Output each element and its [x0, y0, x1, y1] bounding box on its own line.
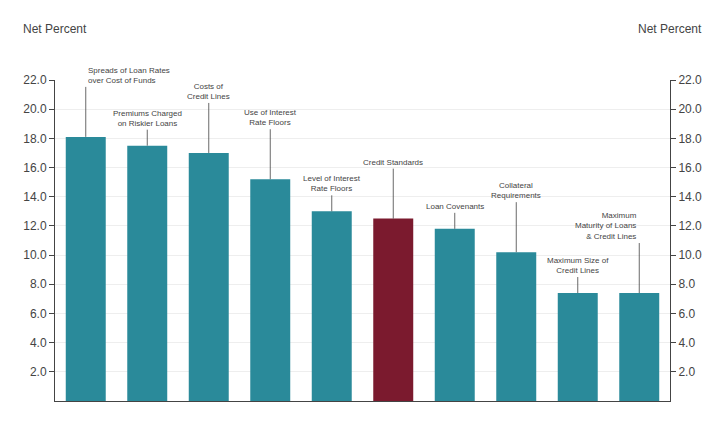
svg-text:Costs ofCredit Lines: Costs ofCredit Lines — [187, 82, 230, 101]
svg-text:Net Percent: Net Percent — [638, 22, 702, 36]
svg-text:2.0: 2.0 — [30, 365, 47, 379]
svg-text:CollateralRequirements: CollateralRequirements — [491, 181, 541, 200]
svg-text:18.0: 18.0 — [23, 132, 47, 146]
svg-text:6.0: 6.0 — [678, 307, 695, 321]
svg-text:Maximum Size ofCredit Lines: Maximum Size ofCredit Lines — [547, 256, 609, 275]
svg-text:12.0: 12.0 — [23, 219, 47, 233]
svg-text:18.0: 18.0 — [678, 132, 702, 146]
svg-text:Level of InterestRate Floors: Level of InterestRate Floors — [303, 174, 361, 193]
svg-text:14.0: 14.0 — [678, 190, 702, 204]
svg-text:8.0: 8.0 — [30, 277, 47, 291]
svg-text:22.0: 22.0 — [23, 73, 47, 87]
svg-text:20.0: 20.0 — [23, 102, 47, 116]
svg-text:2.0: 2.0 — [678, 365, 695, 379]
svg-text:Spreads of Loan Ratesover Cost: Spreads of Loan Ratesover Cost of Funds — [88, 66, 170, 85]
svg-text:10.0: 10.0 — [678, 248, 702, 262]
svg-text:20.0: 20.0 — [678, 102, 702, 116]
svg-text:4.0: 4.0 — [30, 336, 47, 350]
svg-text:14.0: 14.0 — [23, 190, 47, 204]
svg-text:8.0: 8.0 — [678, 277, 695, 291]
svg-text:Net Percent: Net Percent — [23, 22, 87, 36]
svg-text:4.0: 4.0 — [678, 336, 695, 350]
svg-text:Loan Covenants: Loan Covenants — [426, 202, 484, 211]
svg-text:16.0: 16.0 — [23, 161, 47, 175]
svg-text:12.0: 12.0 — [678, 219, 702, 233]
svg-text:10.0: 10.0 — [23, 248, 47, 262]
svg-text:22.0: 22.0 — [678, 73, 702, 87]
svg-text:Use of InterestRate Floors: Use of InterestRate Floors — [244, 108, 297, 127]
svg-text:16.0: 16.0 — [678, 161, 702, 175]
svg-text:Premiums Chargedon Riskier Loa: Premiums Chargedon Riskier Loans — [113, 109, 182, 128]
svg-text:MaximumMaturity of Loans& Cred: MaximumMaturity of Loans& Credit Lines — [575, 211, 637, 241]
svg-text:Credit Standards: Credit Standards — [363, 158, 423, 167]
svg-text:6.0: 6.0 — [30, 307, 47, 321]
